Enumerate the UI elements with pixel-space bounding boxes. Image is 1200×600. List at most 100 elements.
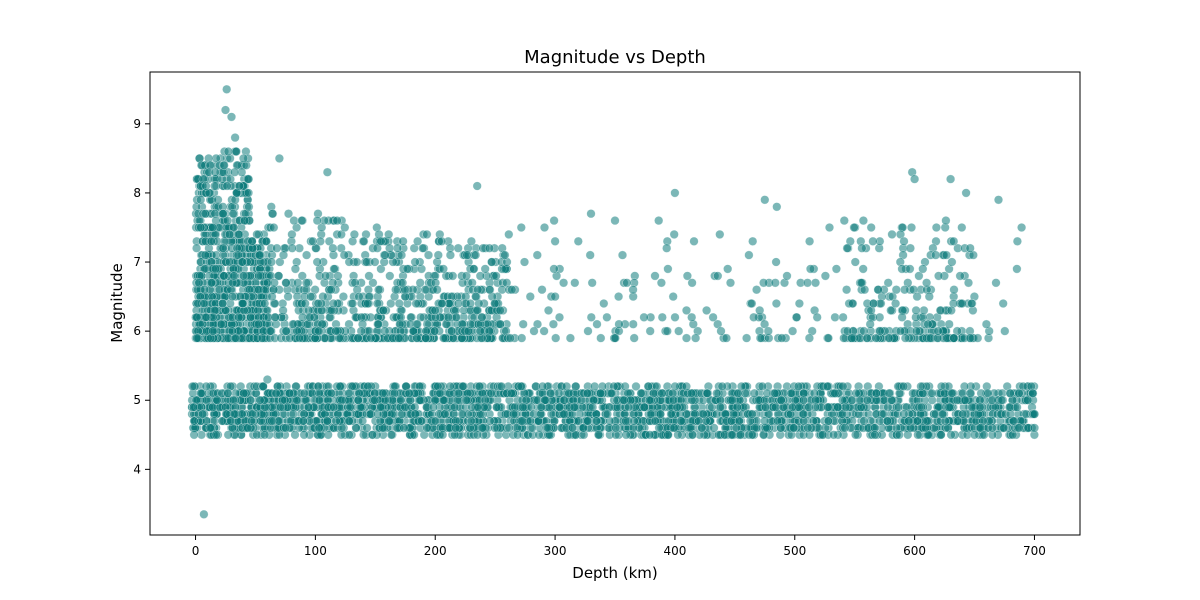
scatter-point: [245, 333, 255, 343]
scatter-point: [374, 285, 384, 295]
scatter-point: [394, 333, 404, 343]
scatter-point: [550, 236, 560, 246]
scatter-point: [306, 292, 316, 302]
scatter-point: [532, 250, 542, 260]
scatter-point: [453, 298, 464, 309]
scatter-point: [912, 292, 922, 302]
scatter-point: [313, 298, 323, 309]
scatter-point: [1028, 388, 1038, 398]
scatter-point: [421, 333, 431, 343]
scatter-point: [290, 430, 300, 440]
scatter-point: [953, 416, 963, 426]
scatter-point: [906, 222, 917, 233]
scatter-point: [549, 264, 559, 274]
scatter-point: [525, 416, 535, 426]
scatter-point: [422, 229, 432, 239]
scatter-point: [554, 312, 565, 322]
scatter-point: [430, 305, 440, 315]
x-tick-label: 100: [304, 544, 327, 558]
scatter-point: [602, 409, 612, 419]
scatter-point: [230, 167, 240, 177]
scatter-point: [471, 292, 481, 302]
scatter-point: [941, 216, 951, 226]
scatter-point: [900, 285, 910, 295]
scatter-point: [549, 216, 559, 226]
scatter-point: [206, 278, 216, 288]
scatter-point: [931, 250, 941, 260]
scatter-point: [654, 423, 664, 433]
scatter-point: [662, 243, 672, 253]
scatter-point: [210, 181, 220, 191]
scatter-point: [957, 222, 967, 233]
scatter-point: [394, 298, 404, 309]
scatter-point: [715, 229, 725, 239]
scatter-point: [344, 388, 354, 398]
scatter-point: [916, 402, 926, 412]
scatter-point: [201, 312, 211, 322]
scatter-point: [927, 388, 937, 398]
scatter-point: [226, 416, 236, 426]
scatter-point: [689, 236, 699, 246]
x-tick-label: 0: [192, 544, 200, 558]
scatter-point: [570, 278, 580, 288]
scatter-point: [871, 388, 881, 398]
scatter-point: [400, 402, 410, 412]
scatter-point: [749, 312, 759, 322]
scatter-point: [551, 333, 561, 343]
scatter-point: [810, 402, 820, 412]
scatter-point: [981, 319, 991, 329]
scatter-point: [278, 305, 288, 315]
points-layer: [187, 84, 1040, 519]
scatter-point: [946, 174, 956, 184]
scatter-point: [922, 416, 932, 426]
scatter-point: [991, 278, 1001, 288]
scatter-point: [752, 285, 762, 295]
scatter-point: [900, 333, 910, 343]
scatter-point: [271, 388, 281, 398]
scatter-point: [505, 333, 515, 343]
scatter-point: [786, 388, 796, 398]
scatter-point: [281, 278, 291, 288]
scatter-point: [831, 264, 841, 274]
scatter-point: [506, 388, 516, 398]
scatter-point: [727, 395, 737, 405]
scatter-point: [676, 416, 686, 426]
scatter-point: [1017, 222, 1027, 233]
scatter-point: [599, 298, 609, 309]
scatter-point: [208, 326, 218, 336]
scatter-point: [392, 243, 403, 253]
scatter-point: [289, 216, 299, 226]
scatter-point: [841, 402, 851, 412]
scatter-point: [564, 388, 574, 398]
scatter-point: [782, 271, 792, 281]
scatter-point: [466, 416, 476, 426]
scatter-point: [643, 381, 653, 391]
scatter-point: [299, 388, 309, 398]
scatter-point: [916, 381, 926, 391]
scatter-point: [412, 319, 422, 329]
scatter-point: [946, 305, 956, 315]
scatter-point: [312, 257, 322, 267]
scatter-point: [670, 188, 680, 198]
scatter-point: [267, 292, 277, 302]
scatter-point: [199, 509, 209, 519]
scatter-point: [253, 319, 264, 329]
scatter-point: [870, 430, 880, 440]
scatter-point: [539, 222, 550, 233]
scatter-point: [639, 312, 649, 322]
scatter-point: [384, 229, 394, 239]
scatter-point: [404, 388, 414, 398]
scatter-point: [353, 333, 363, 343]
scatter-point: [858, 216, 868, 226]
scatter-point: [670, 312, 680, 322]
scatter-point: [817, 430, 828, 440]
scatter-point: [866, 222, 876, 233]
scatter-point: [788, 423, 798, 433]
scatter-point: [875, 312, 885, 322]
scatter-point: [430, 326, 440, 336]
scatter-point: [519, 257, 530, 267]
scatter-point: [848, 298, 858, 309]
scatter-point: [332, 216, 342, 226]
scatter-point: [629, 416, 639, 426]
scatter-point: [437, 298, 447, 309]
